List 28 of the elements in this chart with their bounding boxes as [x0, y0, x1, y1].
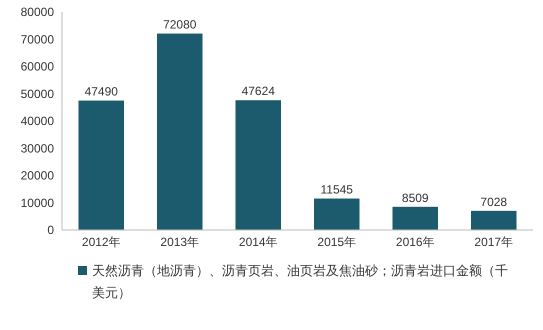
x-tick-label: 2015年	[317, 235, 356, 249]
y-tick-label: 50000	[20, 86, 54, 101]
y-tick-label: 80000	[20, 5, 54, 20]
y-tick-label: 20000	[20, 168, 54, 183]
data-label: 72080	[163, 18, 197, 32]
bar	[470, 210, 517, 230]
x-tick-label: 2017年	[474, 235, 514, 249]
x-tick-label: 2014年	[238, 235, 278, 249]
y-tick-label: 10000	[20, 196, 54, 210]
y-tick-label: 30000	[20, 141, 54, 156]
y-tick-label: 0	[47, 223, 54, 238]
data-label: 8509	[402, 190, 429, 205]
x-tick-label: 2012年	[82, 235, 121, 249]
bar	[156, 34, 203, 230]
bar	[235, 100, 282, 230]
data-label: 7028	[480, 194, 508, 209]
y-tick-label: 60000	[20, 60, 54, 74]
data-label: 47490	[84, 84, 118, 99]
bar	[78, 100, 124, 230]
legend-label: 天然沥青（地沥青）、沥青页岩、油页岩及焦油砂；沥青岩进口金额（千美元）	[92, 263, 508, 300]
data-label: 11545	[320, 182, 354, 197]
bar	[392, 206, 438, 230]
x-tick-label: 2016年	[396, 235, 435, 249]
x-tick-label: 2013年	[160, 235, 200, 249]
data-label: 47624	[242, 84, 276, 98]
y-tick-label: 40000	[20, 114, 54, 128]
bar	[314, 198, 360, 230]
y-tick-label: 70000	[20, 32, 54, 46]
